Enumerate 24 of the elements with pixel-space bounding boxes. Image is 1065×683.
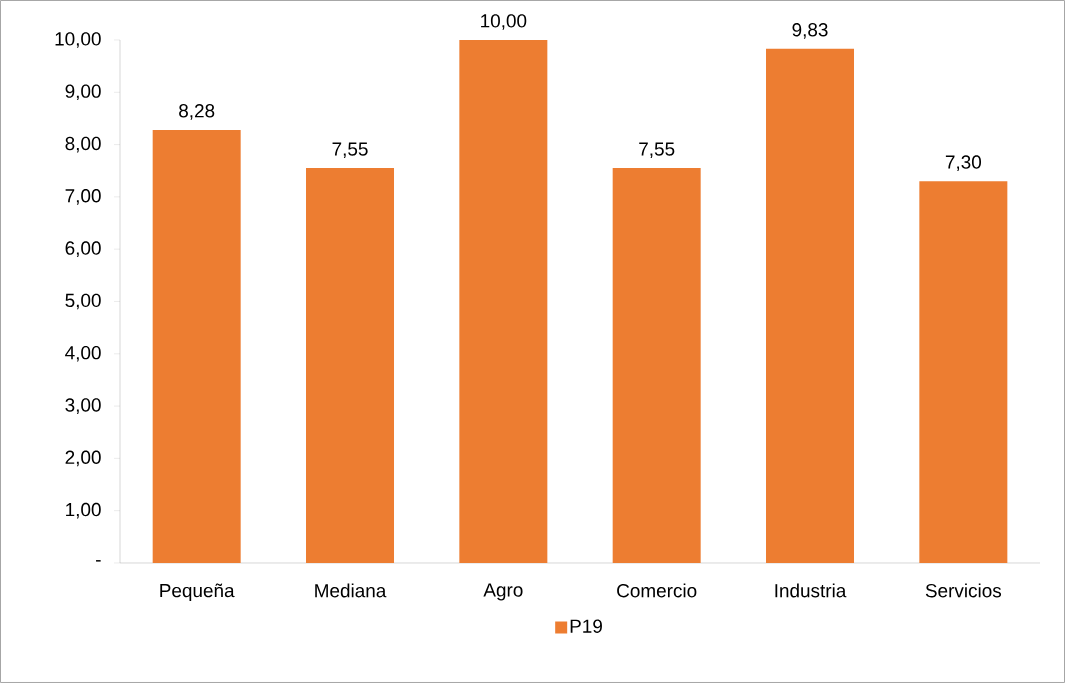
x-tick-label: Servicios bbox=[925, 583, 1002, 598]
x-tick-label: Agro bbox=[483, 583, 523, 601]
data-label: 7,30 bbox=[945, 155, 982, 171]
y-tick-label: 10,00 bbox=[55, 32, 101, 48]
y-tick-label: 6,00 bbox=[65, 241, 101, 257]
y-tick-label: 2,00 bbox=[65, 450, 101, 467]
data-label: 8,28 bbox=[179, 104, 215, 120]
y-tick-label: 7,00 bbox=[65, 189, 101, 205]
y-tick-label: 3,00 bbox=[65, 398, 101, 414]
y-tick-label: 1,00 bbox=[66, 502, 101, 519]
x-tick-label: Mediana bbox=[315, 583, 387, 598]
data-label: 9,83 bbox=[792, 23, 828, 39]
data-label: 7,55 bbox=[332, 142, 368, 158]
x-tick-label: Comercio bbox=[617, 583, 697, 598]
y-tick-label: - bbox=[96, 560, 101, 562]
y-tick-label: 4,00 bbox=[65, 345, 101, 362]
x-tick-label: Pequeña bbox=[160, 583, 235, 601]
y-tick-label: 5,00 bbox=[65, 293, 101, 310]
data-label: 7,55 bbox=[639, 142, 675, 158]
y-tick-label: 8,00 bbox=[65, 136, 101, 153]
legend-label: P19 bbox=[570, 619, 602, 633]
x-tick-label: Industria bbox=[775, 583, 847, 598]
data-label: 10,00 bbox=[481, 14, 527, 30]
y-tick-label: 9,00 bbox=[65, 84, 101, 101]
